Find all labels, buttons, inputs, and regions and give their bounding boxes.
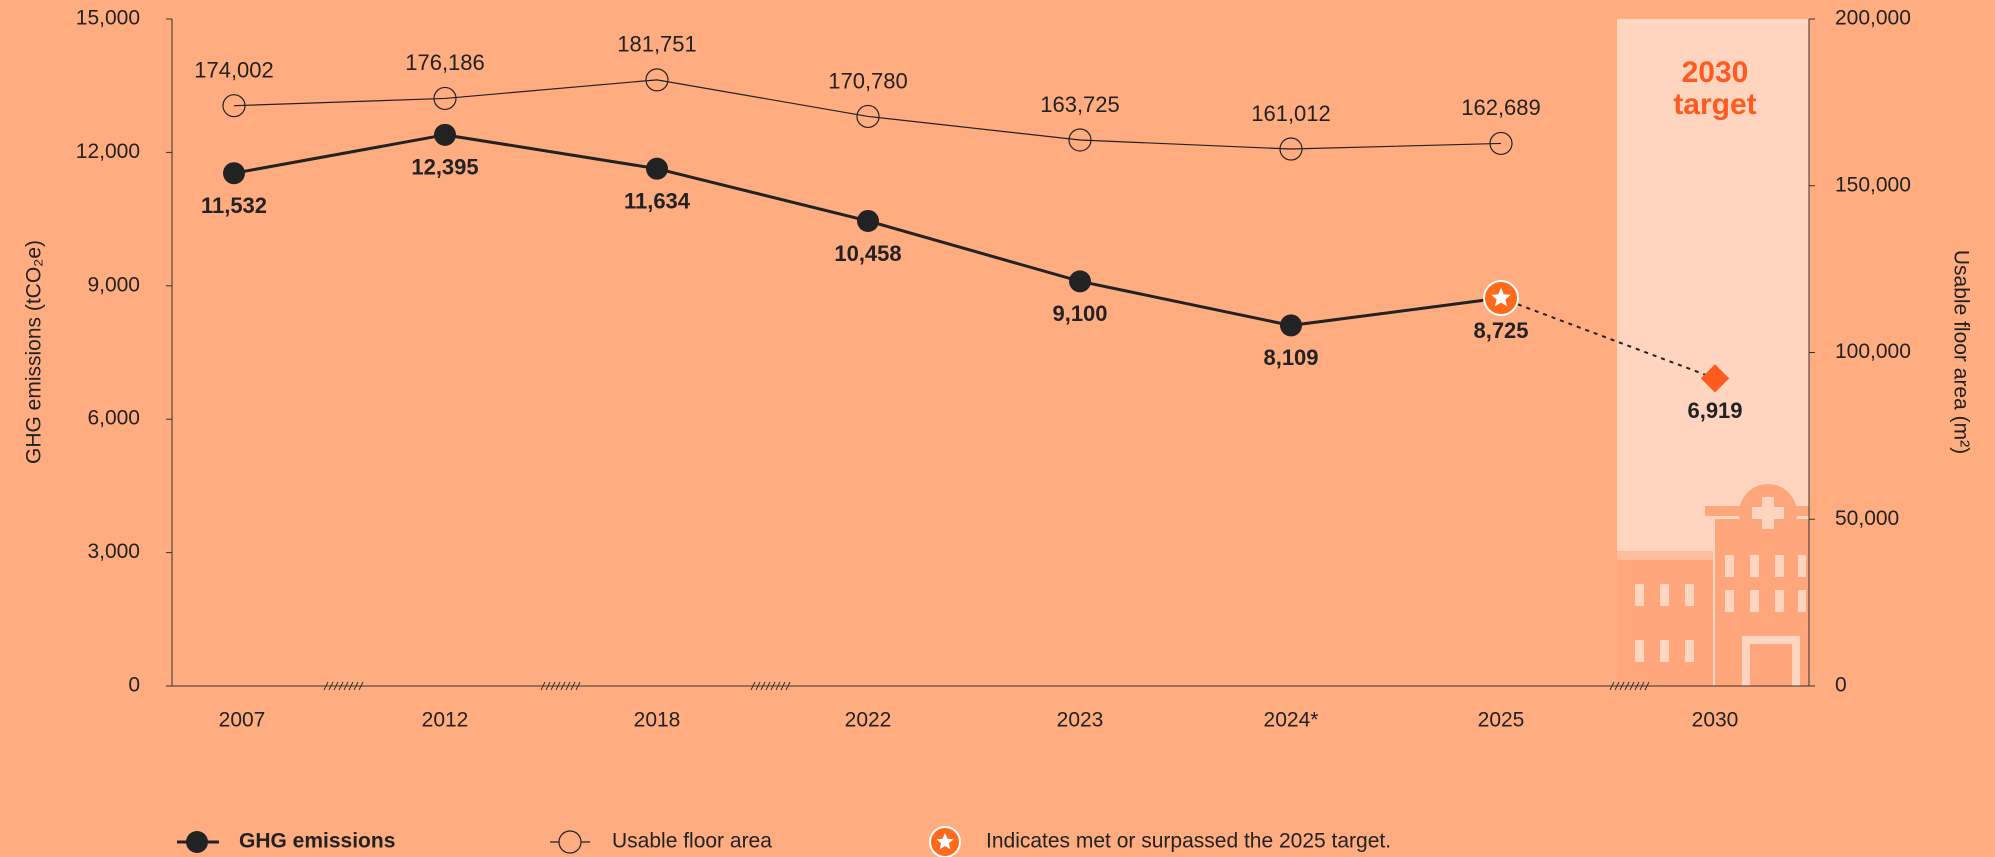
floor-point [433,86,457,111]
axis-break [575,681,581,691]
y2-tick-label: 150,000 [1835,173,1911,196]
axis-break [765,681,771,691]
axis-break [1619,681,1625,691]
axis-break [1614,681,1620,691]
axis-break [1634,681,1640,691]
legend-marker [558,830,582,854]
target-path [1500,297,1716,380]
x-tick-label: 2024* [1264,709,1319,732]
ghg-value-label: 10,458 [834,241,901,266]
axis-break [760,681,766,691]
y2-axis-label: Usable floor area (m²) [1949,250,1972,454]
axis-break [343,681,349,691]
y2-tick-label: 50,000 [1835,507,1899,530]
x-tick-label: 2012 [422,709,469,732]
highlight-point [929,826,961,857]
axis-break [1629,681,1635,691]
x-tick-label: 2007 [219,709,266,732]
axis-break [328,681,334,691]
series-line [233,79,1502,150]
target-value-label: 6,919 [1687,398,1742,423]
y-tick-label: 0 [128,674,140,697]
ghg-value-label: 8,725 [1473,318,1528,343]
highlight-point [1483,280,1519,317]
axis-break [1644,681,1650,691]
ghg-point [1069,270,1091,293]
axis-break [755,681,761,691]
y2-tick-label: 100,000 [1835,340,1911,363]
floor-value-label: 181,751 [617,32,697,57]
ghg-point [857,209,879,232]
axis-break [785,681,791,691]
axis-break [770,681,776,691]
axis-break [555,681,561,691]
floor-point [856,104,880,129]
axis-break [358,681,364,691]
y2-tick-label: 200,000 [1835,7,1911,30]
ghg-value-label: 11,532 [201,193,267,218]
axis-break [750,681,756,691]
target-title: target [1673,88,1756,121]
legend-label: GHG emissions [239,830,395,853]
legend-label: Indicates met or surpassed the 2025 targ… [986,830,1391,853]
y-tick-label: 3,000 [87,540,140,563]
x-tick-label: 2025 [1478,709,1525,732]
axis-break [1624,681,1630,691]
axis-break [338,681,344,691]
floor-value-label: 170,780 [828,68,908,93]
floor-value-label: 176,186 [405,50,485,75]
highlight-star [936,833,954,850]
floor-point [645,68,669,92]
axis-break [323,681,329,691]
axis-break [565,681,571,691]
axis-break [545,681,551,691]
axis-break [775,681,781,691]
hospital-icon [1617,484,1809,686]
ghg-point [1280,314,1302,337]
ghg-value-label: 9,100 [1052,301,1107,326]
x-tick-label: 2018 [634,709,681,732]
ghg-point [646,157,668,180]
axis-break [560,681,566,691]
target-point [1700,364,1730,393]
x-tick-label: 2030 [1692,709,1739,732]
x-tick-label: 2023 [1057,709,1104,732]
y-tick-label: 9,000 [87,273,140,296]
ghg-value-label: 12,395 [411,155,478,180]
floor-point [222,94,246,118]
floor-value-label: 161,012 [1251,101,1331,126]
x-tick-label: 2022 [845,709,892,732]
axis-break [333,681,339,691]
floor-value-label: 163,725 [1040,92,1120,117]
legend-marker [186,831,208,853]
y2-tick-label: 0 [1835,674,1847,697]
floor-point [1279,137,1303,161]
floor-point [1489,131,1513,156]
axis-break [1609,681,1615,691]
axis-break [780,681,786,691]
ghg-point [434,123,456,146]
floor-point [1068,128,1092,152]
ghg-value-label: 8,109 [1263,345,1318,370]
y-axis-label: GHG emissions (tCO₂e) [23,240,46,464]
floor-value-label: 174,002 [194,58,274,83]
axis-break [550,681,556,691]
axis-break [348,681,354,691]
axis-break [1639,681,1645,691]
axis-break [353,681,359,691]
y-tick-label: 12,000 [76,140,140,163]
y-tick-label: 6,000 [87,407,140,430]
axis-break [540,681,546,691]
legend-label: Usable floor area [612,830,772,853]
y-tick-label: 15,000 [76,7,140,30]
target-title: 2030 [1682,56,1749,89]
ghg-value-label: 11,634 [624,188,691,213]
floor-value-label: 162,689 [1461,95,1541,120]
highlight-star [1491,287,1511,307]
ghg-point [223,162,245,185]
axis-break [570,681,576,691]
